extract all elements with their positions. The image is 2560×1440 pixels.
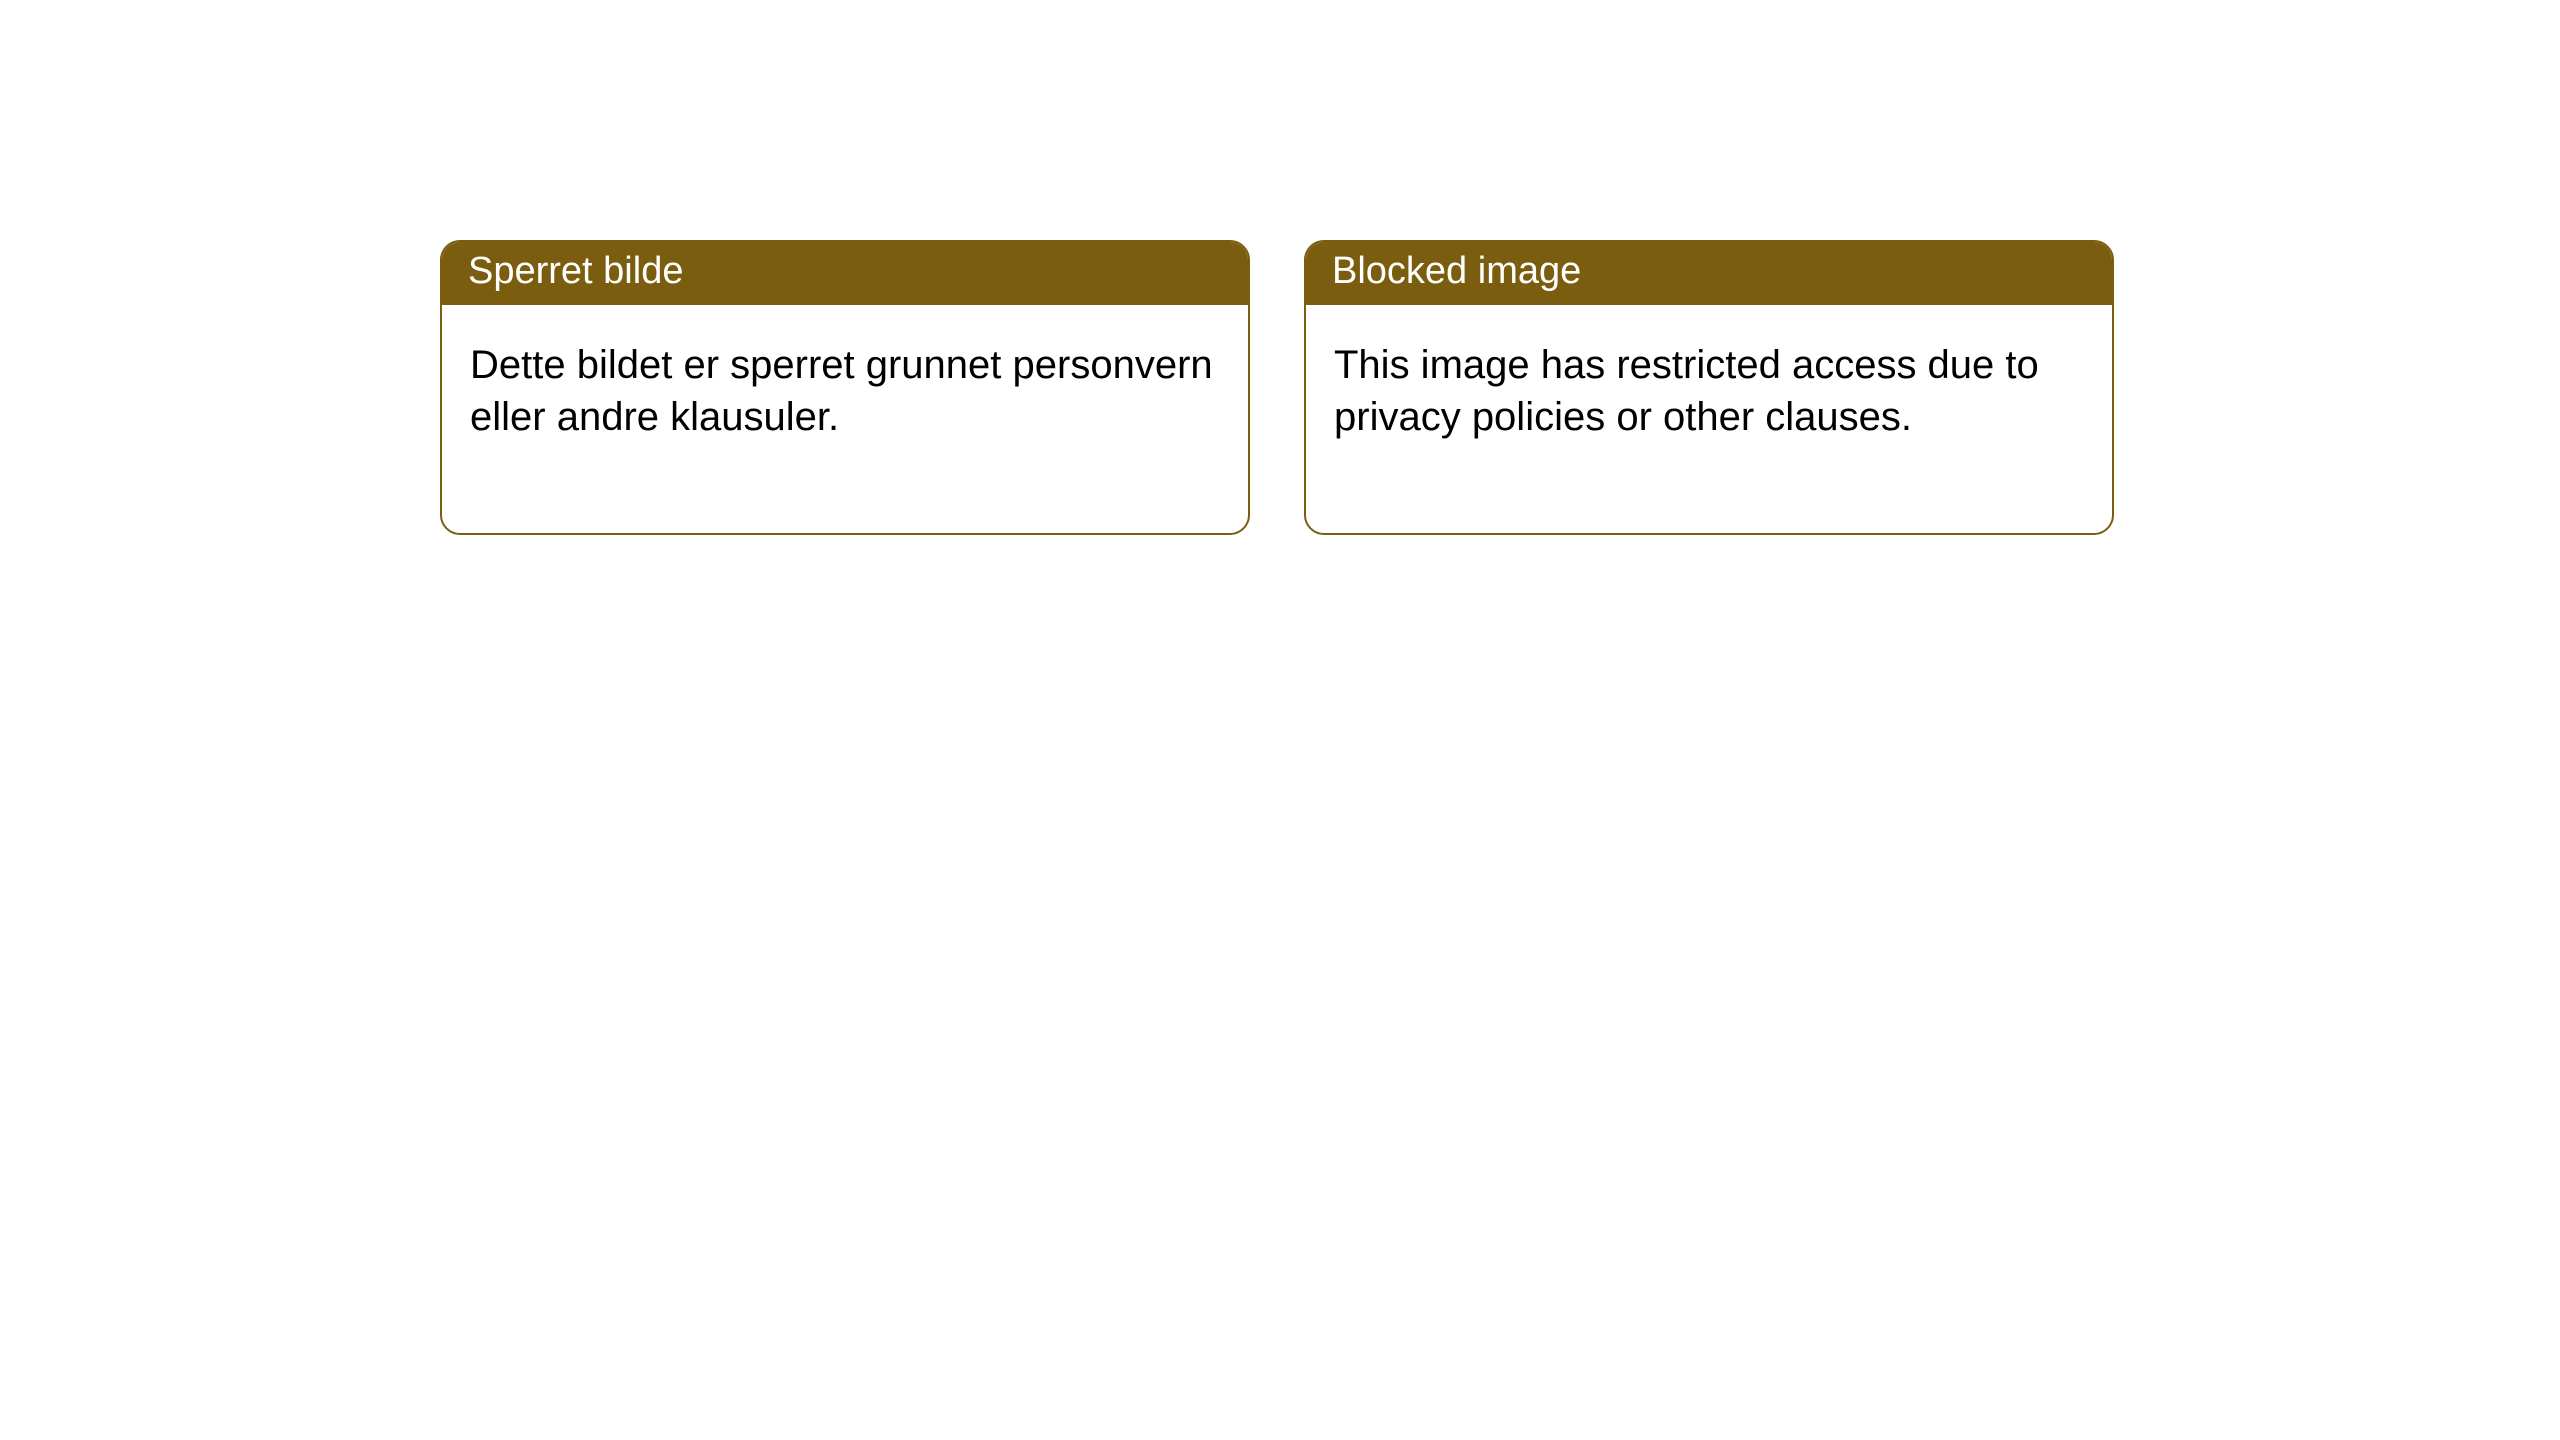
notice-title: Blocked image: [1306, 242, 2112, 305]
notice-card-norwegian: Sperret bilde Dette bildet er sperret gr…: [440, 240, 1250, 535]
notice-body: This image has restricted access due to …: [1306, 305, 2112, 533]
notice-container: Sperret bilde Dette bildet er sperret gr…: [0, 0, 2560, 535]
notice-title: Sperret bilde: [442, 242, 1248, 305]
notice-card-english: Blocked image This image has restricted …: [1304, 240, 2114, 535]
notice-body: Dette bildet er sperret grunnet personve…: [442, 305, 1248, 533]
